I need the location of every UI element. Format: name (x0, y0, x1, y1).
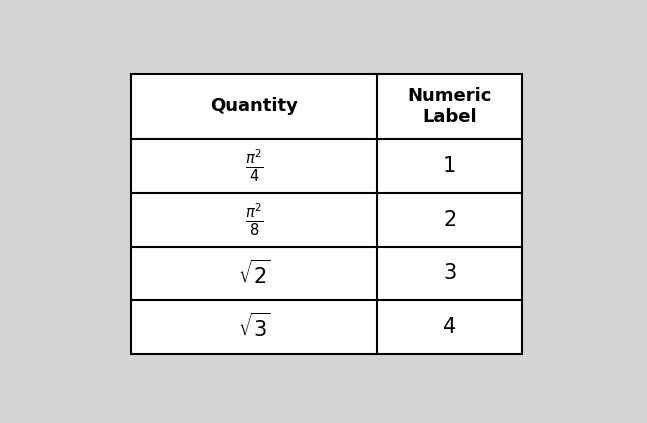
Bar (131, 74, 522, 354)
Text: 4: 4 (443, 317, 456, 337)
Text: 2: 2 (443, 210, 456, 230)
Text: 1: 1 (443, 156, 456, 176)
Text: $\frac{\pi^2}{8}$: $\frac{\pi^2}{8}$ (245, 202, 263, 238)
Text: $\frac{\pi^2}{4}$: $\frac{\pi^2}{4}$ (245, 148, 263, 184)
Text: Numeric
Label: Numeric Label (408, 87, 492, 126)
Text: $\sqrt{3}$: $\sqrt{3}$ (237, 313, 270, 341)
Text: $\sqrt{2}$: $\sqrt{2}$ (237, 259, 270, 288)
Text: 3: 3 (443, 263, 456, 283)
Text: Quantity: Quantity (210, 97, 298, 115)
